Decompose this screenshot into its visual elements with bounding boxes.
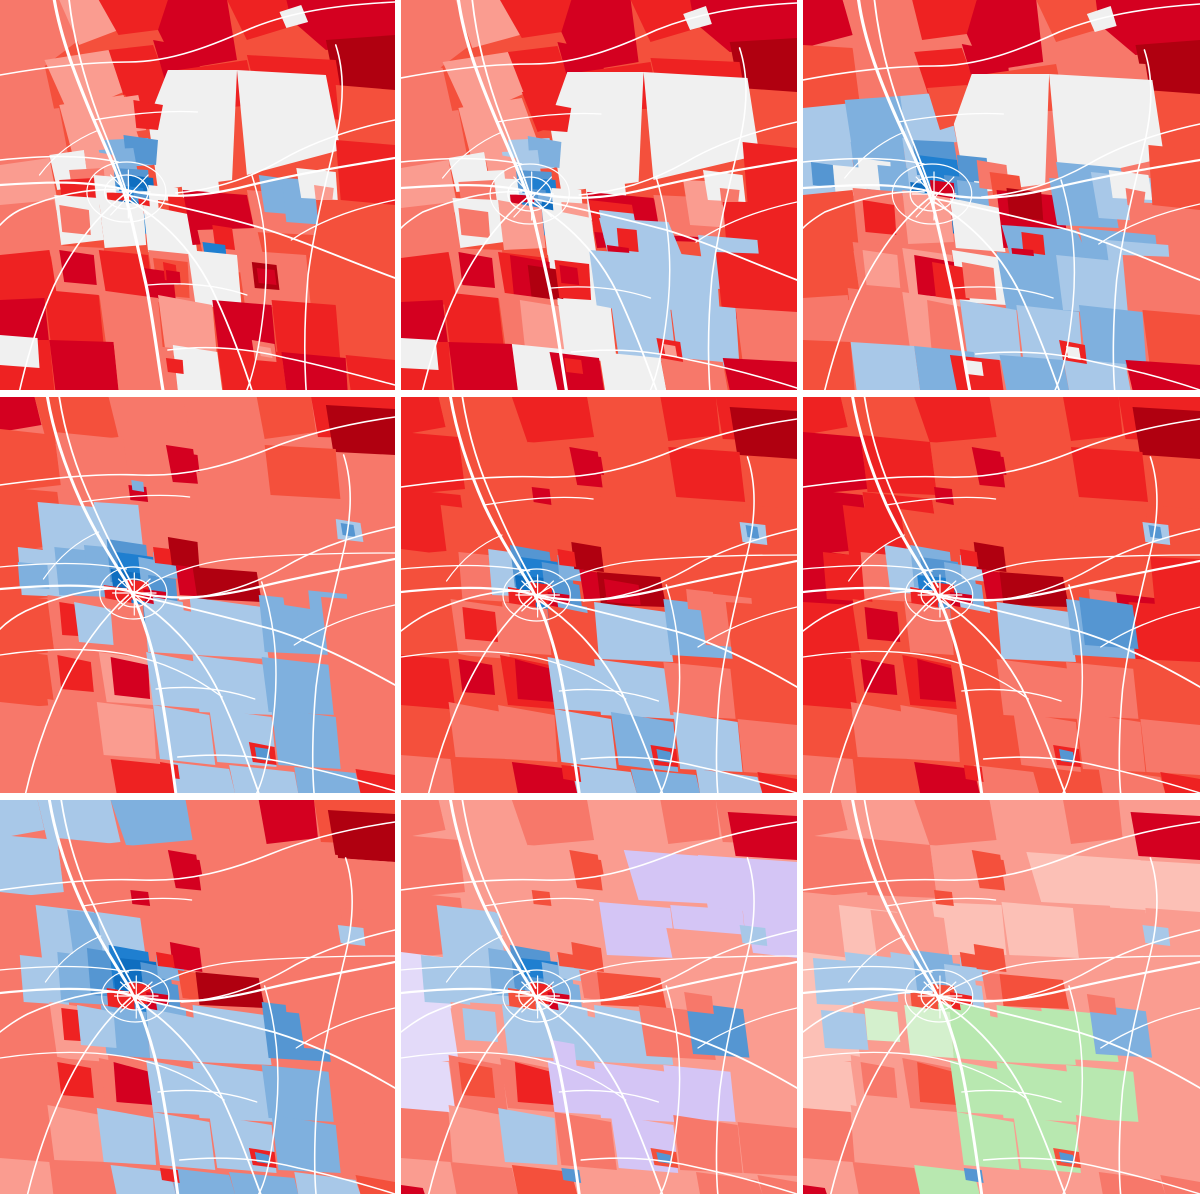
map-panel-5[interactable] [401,397,797,793]
row-gutter-2 [0,793,1200,800]
map-panel-3[interactable] [803,0,1200,390]
map-panel-7[interactable] [0,800,395,1194]
row-gutter-1 [0,390,1200,397]
map-panel-9[interactable] [803,800,1200,1194]
column-gutter-3 [395,397,401,793]
column-gutter-5 [395,800,401,1194]
map-panel-6[interactable] [803,397,1200,793]
map-panel-1[interactable] [0,0,395,390]
column-gutter-4 [797,397,803,793]
column-gutter-2 [797,0,803,390]
map-panel-8[interactable] [401,800,797,1194]
column-gutter-6 [797,800,803,1194]
map-panel-2[interactable] [401,0,797,390]
column-gutter-1 [395,0,401,390]
map-panel-4[interactable] [0,397,395,793]
